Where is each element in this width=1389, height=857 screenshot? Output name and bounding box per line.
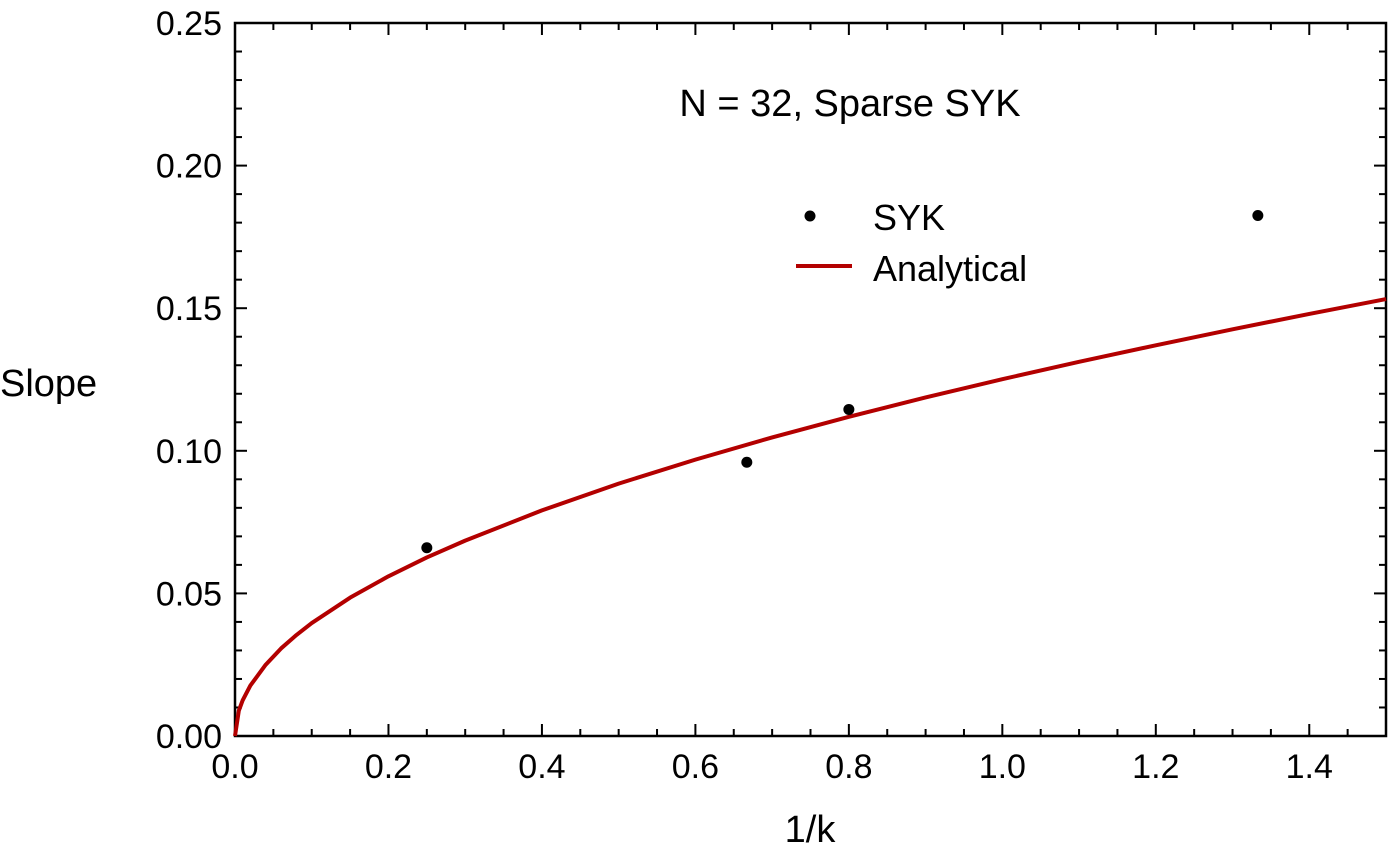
y-tick-label: 0.00	[156, 718, 222, 756]
x-tick-label: 1.0	[979, 748, 1026, 786]
legend-label-syk: SYK	[873, 197, 945, 238]
x-tick-label: 0.4	[518, 748, 565, 786]
x-tick-label: 0.2	[365, 748, 412, 786]
chart-annotation: N = 32, Sparse SYK	[679, 83, 1020, 125]
y-tick-label: 0.15	[156, 290, 222, 328]
x-axis-label: 1/k	[785, 809, 837, 851]
x-tick-label: 0.0	[211, 748, 258, 786]
analytical-curve	[233, 297, 1387, 737]
y-tick-label: 0.10	[156, 433, 222, 471]
legend: SYK Analytical	[796, 197, 1027, 289]
legend-marker-syk	[804, 210, 816, 222]
plot-frame	[233, 21, 1388, 738]
legend-label-analytical: Analytical	[873, 248, 1027, 289]
x-tick-labels: 0.0 0.2 0.4 0.6 0.8 1.0 1.2 1.4	[211, 748, 1333, 786]
syk-data-point	[741, 456, 753, 468]
x-tick-label: 1.2	[1132, 748, 1179, 786]
syk-data-point	[843, 403, 855, 415]
y-tick-label: 0.05	[156, 575, 222, 613]
x-tick-label: 0.6	[672, 748, 719, 786]
y-axis-label: Slope	[0, 363, 97, 405]
y-tick-label: 0.25	[156, 5, 222, 43]
y-tick-labels: 0.00 0.05 0.10 0.15 0.20 0.25	[156, 5, 222, 756]
y-tick-label: 0.20	[156, 148, 222, 186]
series-layer	[233, 210, 1387, 737]
syk-data-point	[421, 542, 433, 554]
x-tick-label: 1.4	[1286, 748, 1333, 786]
x-tick-label: 0.8	[825, 748, 872, 786]
syk-data-point	[1252, 210, 1264, 222]
axis-ticks	[234, 22, 1387, 737]
